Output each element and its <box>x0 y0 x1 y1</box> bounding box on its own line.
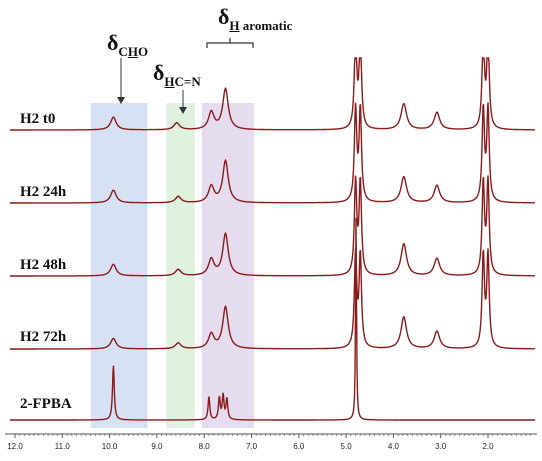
annotation-arrows <box>117 38 254 114</box>
spectrum-line <box>10 248 535 350</box>
spectrum-line <box>10 175 535 277</box>
trace-label: H2 48h <box>20 257 67 273</box>
x-tick-label: 8.0 <box>199 442 211 451</box>
trace-label: H2 72h <box>20 329 67 345</box>
highlight-region <box>201 103 254 428</box>
aromatic-annotation: δH aromatic <box>218 4 293 33</box>
aromatic-bracket <box>206 42 254 48</box>
x-tick-label: 11.0 <box>55 442 71 451</box>
highlight-regions <box>90 103 254 428</box>
trace-label: 2-FPBA <box>20 396 72 412</box>
x-tick-label: 2.0 <box>482 442 494 451</box>
x-tick-label: 6.0 <box>293 442 305 451</box>
x-tick-label: 10.0 <box>102 442 118 451</box>
arrow-head <box>117 97 125 104</box>
x-tick-label: 4.0 <box>388 442 400 451</box>
spectrum-line <box>10 217 535 421</box>
x-tick-label: 3.0 <box>435 442 447 451</box>
spectrum-line <box>10 57 535 131</box>
arrow-head <box>179 107 187 114</box>
cho-annotation: δCHO <box>107 30 149 59</box>
spectrum-traces <box>10 57 535 421</box>
spectrum-line <box>10 102 535 204</box>
highlight-region <box>90 103 148 428</box>
x-tick-label: 5.0 <box>341 442 353 451</box>
highlight-region <box>166 103 195 428</box>
x-axis: 12.0 11.0 10.0 9.0 8.0 7.0 6.0 5.0 4.0 3.0 2.0 <box>5 433 537 451</box>
hcn-annotation: δHC=N <box>153 60 201 89</box>
trace-label: H2 24h <box>20 184 67 200</box>
x-tick-label: 7.0 <box>246 442 258 451</box>
x-tick-label: 9.0 <box>151 442 163 451</box>
trace-label: H2 t0 <box>20 111 56 127</box>
x-tick-label: 12.0 <box>7 442 23 451</box>
